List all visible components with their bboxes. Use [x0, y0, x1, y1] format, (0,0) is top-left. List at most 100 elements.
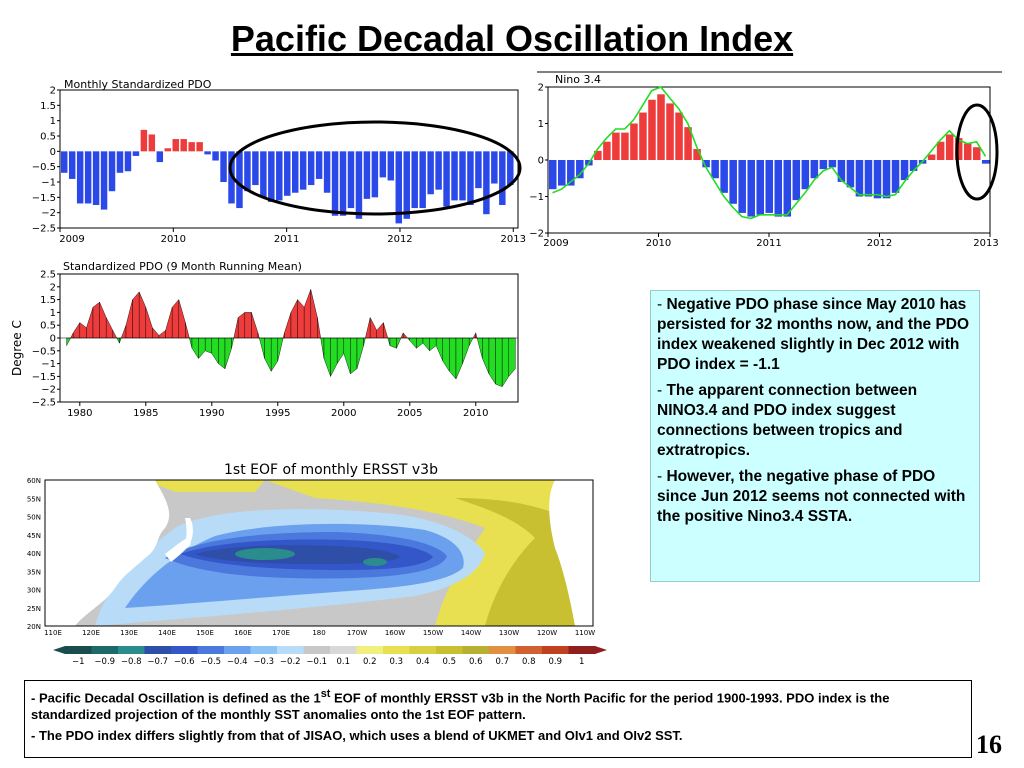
- footer-line-2: - The PDO index differs slightly from th…: [31, 728, 683, 744]
- y-tick-label: 2: [50, 86, 56, 97]
- bar: [148, 134, 156, 152]
- colorbar-swatch: [144, 646, 172, 654]
- area-segment: [218, 337, 226, 370]
- bar: [156, 151, 164, 163]
- bar: [68, 151, 76, 179]
- x-tick-label: 1995: [265, 408, 290, 419]
- bar: [307, 151, 315, 186]
- bar: [972, 147, 981, 160]
- bar: [819, 160, 828, 170]
- colorbar-label: 0.2: [363, 657, 377, 667]
- y-tick-label: −1: [41, 178, 56, 189]
- page-title: Pacific Decadal Oscillation Index: [230, 18, 794, 59]
- y-tick-label: −2: [41, 385, 56, 396]
- bar: [411, 151, 418, 209]
- lon-label: 160E: [234, 629, 252, 637]
- y-tick-label: 1: [538, 119, 544, 130]
- colorbar-label: 0.9: [548, 657, 562, 667]
- bar: [315, 151, 323, 179]
- bar: [945, 134, 954, 160]
- bar: [810, 160, 819, 179]
- bar: [172, 139, 179, 152]
- bar: [124, 151, 132, 172]
- lon-label: 110E: [44, 629, 62, 637]
- bar: [837, 160, 846, 182]
- lat-label: 20N: [27, 623, 41, 631]
- bar: [84, 151, 92, 204]
- bar: [612, 132, 620, 160]
- y-tick-label: 1: [50, 116, 56, 127]
- lon-label: 130W: [499, 629, 519, 637]
- y-tick-label: 1.5: [40, 295, 56, 306]
- colorbar-label: −0.4: [227, 657, 248, 667]
- bar: [427, 151, 434, 195]
- bar: [299, 151, 307, 190]
- area-segment: [132, 291, 140, 339]
- colorbar-swatch: [224, 646, 251, 654]
- bar: [693, 149, 701, 160]
- y-tick-label: −1.5: [32, 372, 56, 383]
- bar: [363, 151, 371, 199]
- bar: [252, 151, 259, 186]
- bar: [268, 151, 275, 202]
- bar: [963, 143, 972, 160]
- lat-label: 40N: [27, 550, 41, 558]
- bar: [451, 151, 458, 201]
- colorbar-label: −0.1: [306, 657, 327, 667]
- bar: [284, 151, 291, 196]
- y-tick-label: −0.5: [32, 346, 56, 357]
- colorbar-swatch: [65, 646, 92, 654]
- colorbar-swatch: [330, 646, 357, 654]
- bar: [927, 154, 936, 160]
- bar: [204, 151, 211, 155]
- y-axis-label: Degree C: [10, 320, 24, 376]
- colorbar-swatch: [515, 646, 543, 654]
- bar: [76, 151, 84, 204]
- bar: [936, 141, 945, 160]
- bar: [260, 151, 267, 198]
- y-tick-label: 0.5: [40, 321, 56, 332]
- bar: [355, 151, 363, 219]
- colorbar-label: 0.5: [442, 657, 456, 667]
- bar: [657, 94, 665, 160]
- colorbar-swatch: [91, 646, 119, 654]
- x-tick-label: 1990: [199, 408, 224, 419]
- colorbar-label: 0.1: [336, 657, 350, 667]
- bar: [475, 151, 482, 189]
- bar: [395, 151, 403, 224]
- bar: [765, 160, 774, 213]
- bar: [747, 160, 755, 217]
- note-item: - Negative PDO phase since May 2010 has …: [657, 296, 970, 373]
- x-tick-label: 2013: [973, 238, 998, 249]
- bar: [630, 123, 638, 160]
- highlight-ellipse: [955, 103, 999, 201]
- y-tick-label: −1.5: [32, 193, 56, 204]
- colorbar-swatch: [303, 646, 331, 654]
- colorbar-swatch: [250, 646, 278, 654]
- lat-label: 45N: [27, 532, 41, 540]
- footer-box: - Pacific Decadal Oscillation is defined…: [24, 680, 972, 758]
- bar: [443, 151, 450, 207]
- x-tick-label: 2011: [274, 234, 299, 245]
- bar: [774, 160, 783, 217]
- bar: [276, 151, 283, 201]
- bar: [196, 142, 203, 152]
- bar: [435, 151, 442, 190]
- highlight-ellipse: [228, 120, 522, 216]
- x-tick-label: 2013: [501, 234, 526, 245]
- y-tick-label: −2: [41, 208, 56, 219]
- lon-label: 140W: [461, 629, 481, 637]
- bar: [164, 148, 172, 152]
- bar: [720, 160, 728, 193]
- bar: [684, 127, 692, 160]
- series-line: [552, 86, 987, 220]
- bar: [347, 151, 355, 209]
- bar: [291, 151, 299, 193]
- y-tick-label: 0: [50, 334, 56, 345]
- lon-label: 170W: [347, 629, 367, 637]
- area-segment: [350, 337, 358, 375]
- y-tick-label: 2: [538, 83, 544, 94]
- bar: [236, 151, 243, 209]
- bar: [483, 151, 490, 215]
- x-tick-label: 2010: [161, 234, 186, 245]
